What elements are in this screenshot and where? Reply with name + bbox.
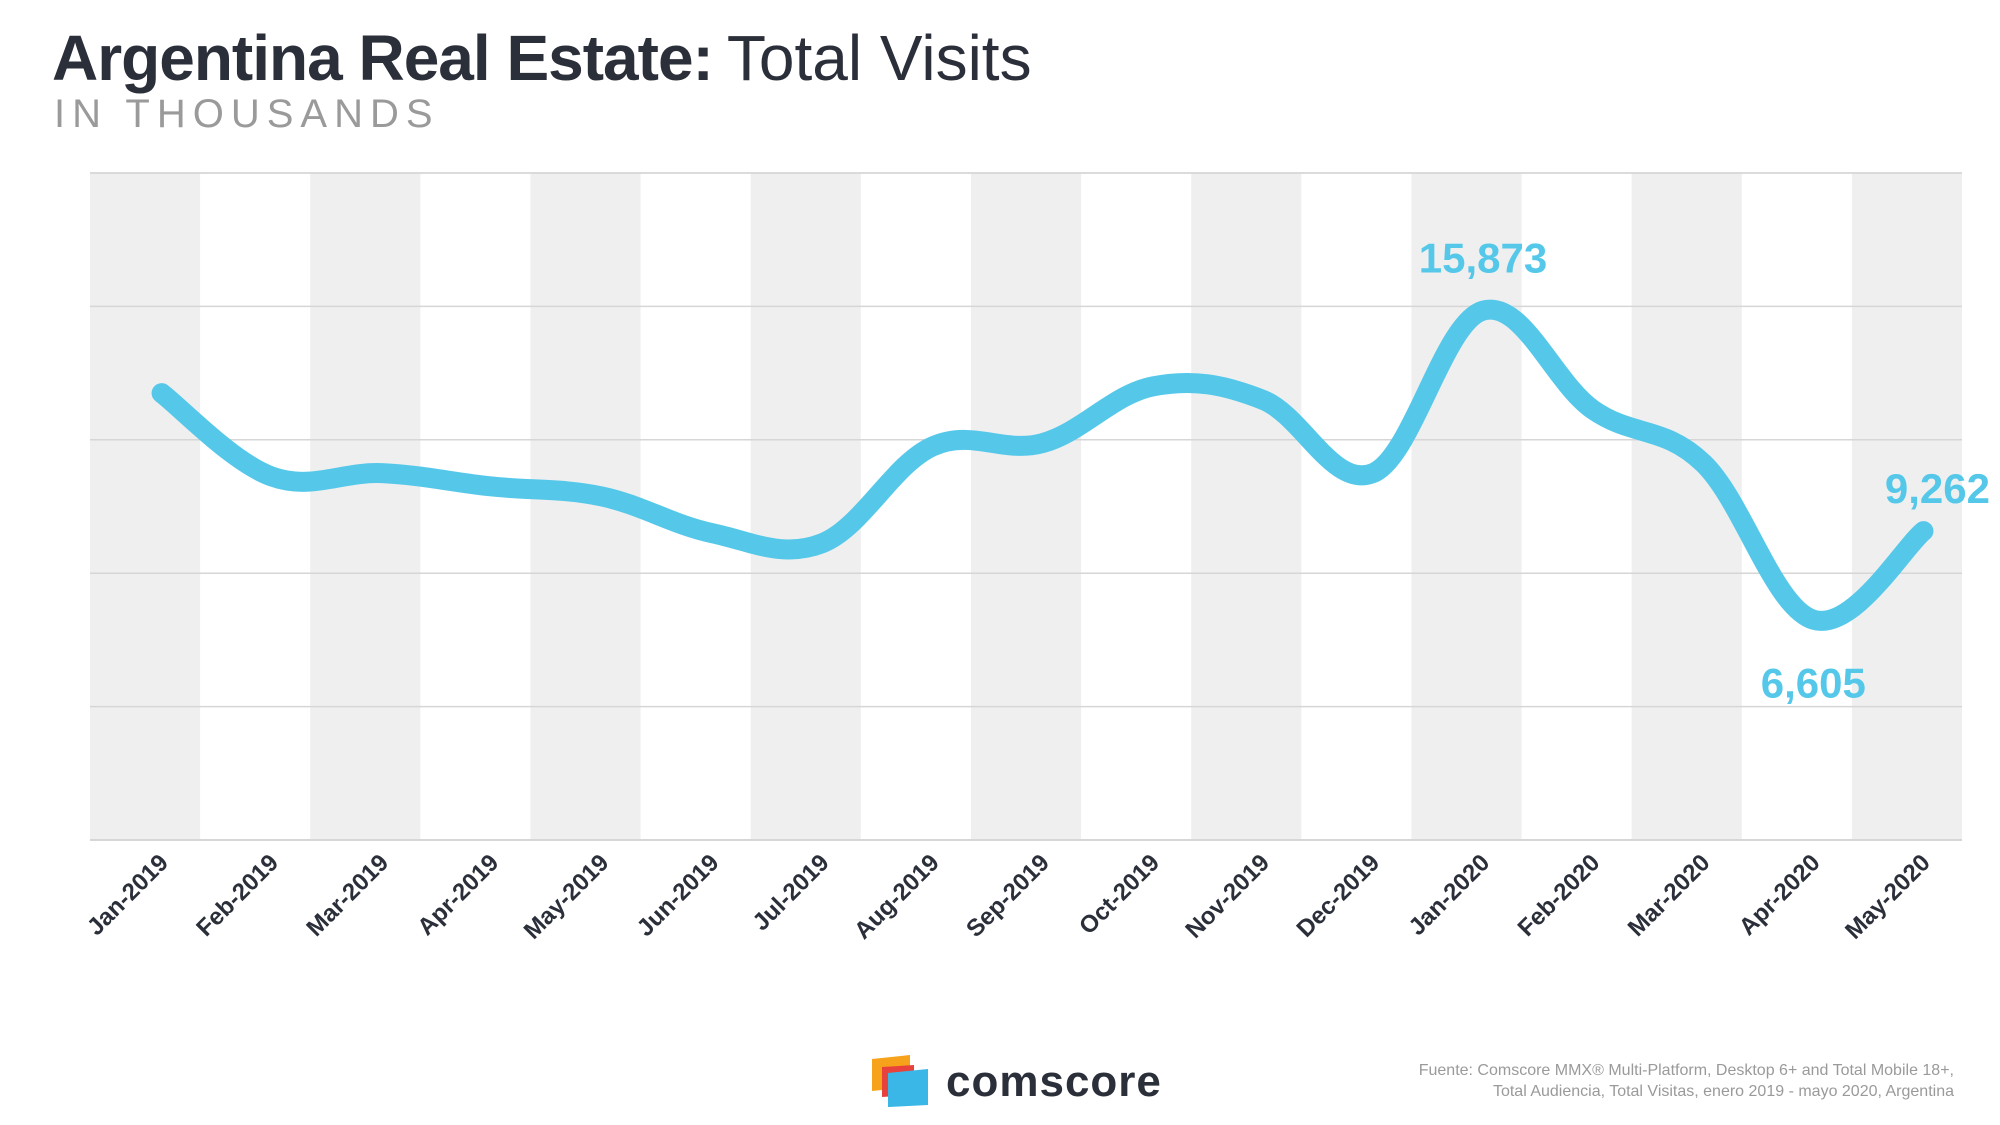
x-tick-label: Apr-2020 bbox=[1734, 849, 1826, 941]
background-band bbox=[310, 173, 421, 840]
x-tick-label: Dec-2019 bbox=[1291, 849, 1385, 943]
x-tick-label: Feb-2020 bbox=[1513, 849, 1606, 942]
chart-title-light: Total Visits bbox=[726, 22, 1032, 94]
x-tick-label: May-2019 bbox=[519, 849, 615, 945]
x-tick-label: May-2020 bbox=[1840, 849, 1936, 945]
source-note: Fuente: Comscore MMX® Multi-Platform, De… bbox=[1234, 1060, 1954, 1102]
comscore-logo-icon bbox=[872, 1055, 928, 1107]
x-tick-label: Sep-2019 bbox=[961, 849, 1055, 943]
comscore-wordmark: comscore bbox=[946, 1057, 1162, 1106]
data-label: 6,605 bbox=[1761, 660, 1866, 707]
line-chart: Jan-2019 Feb-2019 Mar-2019 Apr-2019 May-2019… bbox=[82, 172, 1990, 945]
chart-title: Argentina Real Estate: Total Visits bbox=[52, 18, 1032, 98]
background-band bbox=[90, 173, 201, 840]
x-tick-label: Feb-2019 bbox=[191, 849, 284, 942]
comscore-logo: comscore bbox=[870, 1055, 1280, 1111]
x-tick-label: Aug-2019 bbox=[849, 849, 944, 944]
x-tick-label: Nov-2019 bbox=[1180, 849, 1275, 944]
source-line-1: Fuente: Comscore MMX® Multi-Platform, De… bbox=[1418, 1062, 1954, 1079]
x-tick-label: Jan-2019 bbox=[82, 849, 174, 941]
background-band bbox=[1411, 173, 1522, 840]
chart-title-bold: Argentina Real Estate: bbox=[52, 22, 714, 94]
x-tick-label: Jul-2019 bbox=[748, 849, 835, 936]
x-tick-label: Jan-2020 bbox=[1403, 849, 1495, 941]
background-band bbox=[970, 173, 1082, 840]
data-label: 15,873 bbox=[1419, 235, 1547, 282]
data-label: 9,262 bbox=[1885, 465, 1990, 512]
background-band bbox=[1851, 173, 1962, 840]
background-band bbox=[750, 173, 861, 840]
x-tick-label: Apr-2019 bbox=[412, 849, 504, 941]
series-line bbox=[151, 299, 1934, 631]
x-tick-label: Jun-2019 bbox=[632, 849, 725, 942]
x-tick-label: Oct-2019 bbox=[1074, 849, 1165, 940]
source-line-2: Total Audiencia, Total Visitas, enero 20… bbox=[1492, 1083, 1954, 1100]
background-band bbox=[1191, 173, 1302, 840]
x-tick-label: Mar-2020 bbox=[1623, 849, 1716, 942]
chart-subtitle: IN THOUSANDS bbox=[54, 92, 440, 136]
x-tick-label: Mar-2019 bbox=[301, 849, 394, 942]
